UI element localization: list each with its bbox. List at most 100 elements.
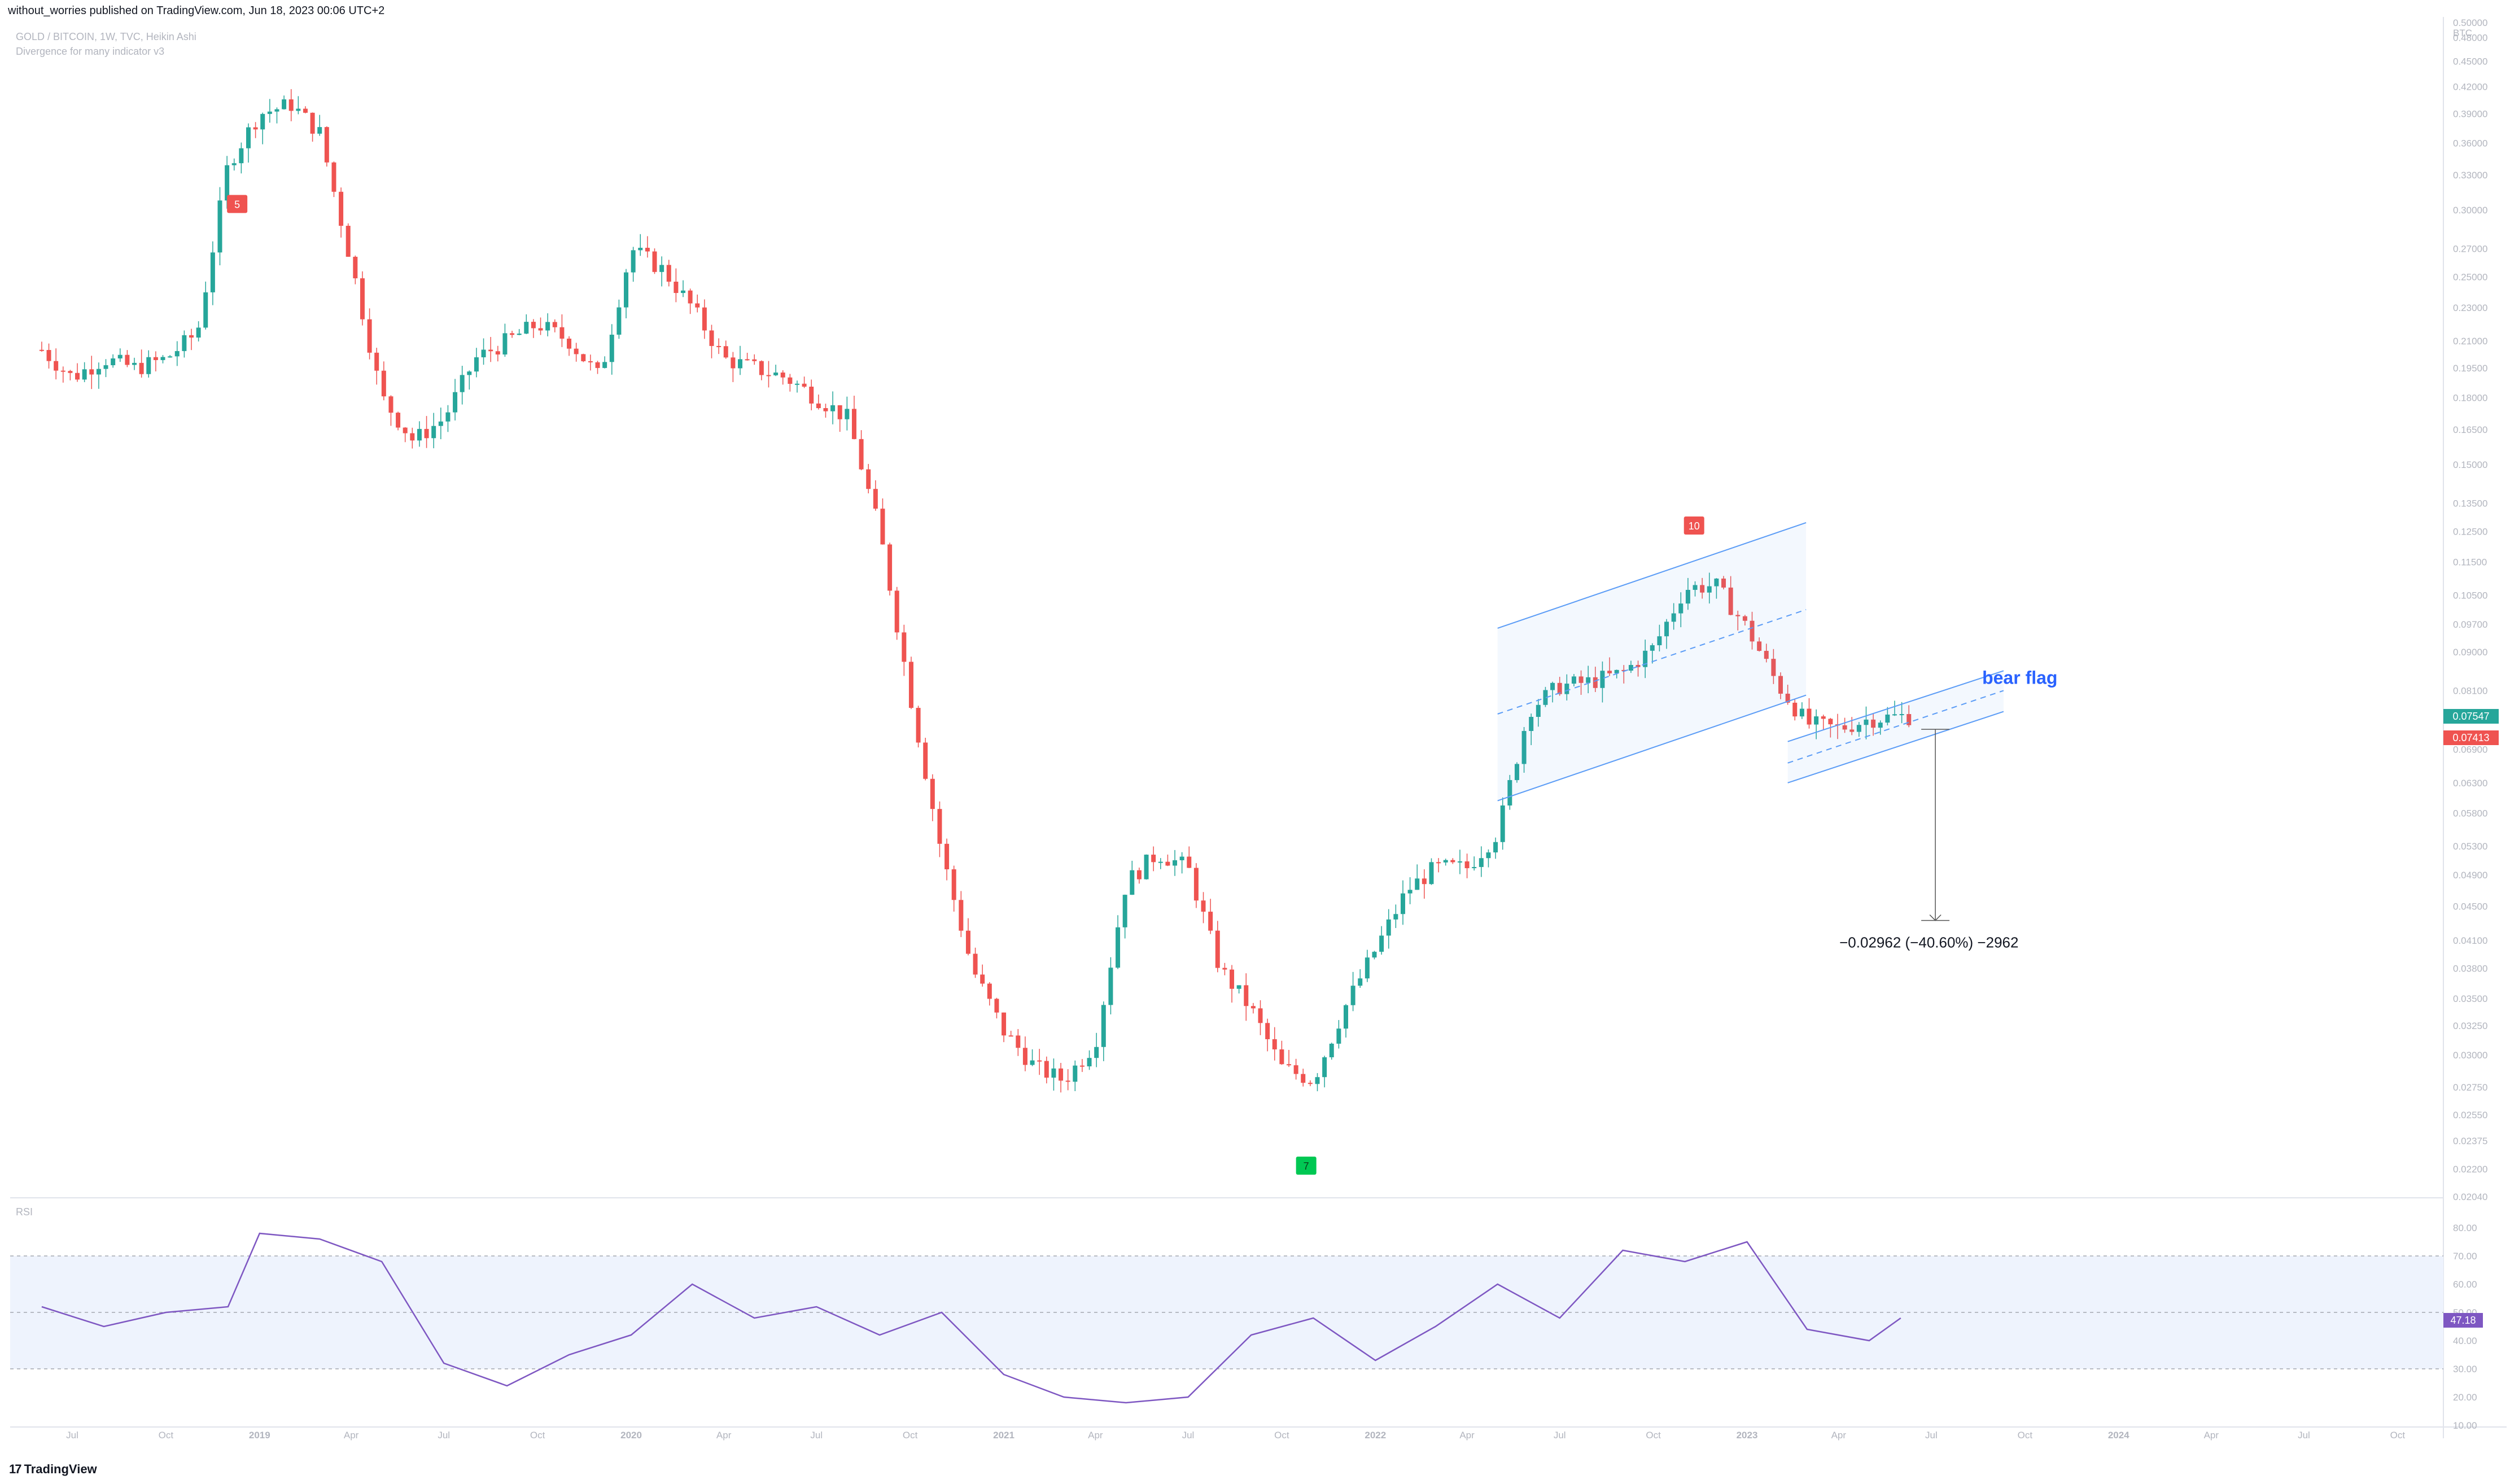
candle-body <box>1828 719 1833 725</box>
candle-body <box>54 361 59 371</box>
time-tick-label: Jul <box>1554 1430 1566 1441</box>
candle-body <box>117 354 123 358</box>
candle-body <box>980 974 985 984</box>
candle-body <box>1308 1083 1313 1084</box>
candle-body <box>82 369 87 380</box>
candle-body <box>759 361 764 375</box>
last-price-up-tag: 0.07547 <box>2443 709 2499 724</box>
candle-body <box>830 405 836 412</box>
candle-body <box>645 247 650 252</box>
candle-body <box>1750 620 1755 642</box>
price-tick-label: 0.33000 <box>2453 170 2487 181</box>
candle-body <box>574 348 579 354</box>
candle-body <box>381 370 386 397</box>
candle-body <box>688 290 693 304</box>
candle-body <box>1002 1012 1007 1036</box>
price-tick-label: 0.08100 <box>2453 685 2487 696</box>
candle-body <box>1116 927 1121 968</box>
candle-body <box>1059 1068 1064 1081</box>
candle-body <box>1885 714 1890 723</box>
price-tick-label: 0.03250 <box>2453 1021 2487 1031</box>
candle-body <box>1008 1035 1013 1037</box>
candle-body <box>1122 895 1127 927</box>
candle-body <box>1301 1074 1306 1083</box>
candle-body <box>189 335 194 338</box>
candle-body <box>880 509 885 545</box>
candle-body <box>1593 677 1598 688</box>
candle-body <box>388 396 393 413</box>
candle-body <box>424 428 429 439</box>
price-tick-label: 0.19500 <box>2453 363 2487 374</box>
candle-body <box>609 334 614 362</box>
candle-body <box>595 362 600 368</box>
candle-body <box>902 632 907 662</box>
candle-body <box>1393 914 1398 920</box>
candle-body <box>631 250 636 273</box>
candle-body <box>1030 1060 1035 1065</box>
candle-body <box>1358 978 1363 986</box>
time-tick-label: Oct <box>2390 1430 2406 1441</box>
candle-body <box>659 265 664 272</box>
tradingview-logo[interactable]: 17 TradingView <box>9 1462 97 1477</box>
candle-body <box>217 200 222 253</box>
price-tick-label: 0.03800 <box>2453 964 2487 974</box>
candle-body <box>339 191 344 226</box>
rising-channel-upper <box>1497 522 1807 629</box>
candle-body <box>1372 952 1377 958</box>
candle-body <box>1236 985 1241 989</box>
candle-body <box>1222 968 1227 970</box>
candle-body <box>1379 935 1384 952</box>
candle-body <box>809 386 814 404</box>
price-tick-label: 0.02040 <box>2453 1192 2487 1202</box>
candle-body <box>1871 719 1876 728</box>
rising-channel-lower <box>1497 694 1807 802</box>
candle-body <box>923 742 928 779</box>
candle-body <box>1521 730 1527 764</box>
candle-body <box>1685 589 1690 604</box>
candle-body <box>1735 615 1741 616</box>
candle-body <box>239 148 244 164</box>
candle-body <box>1165 861 1170 866</box>
candle-body <box>68 371 73 373</box>
candle-body <box>766 375 771 377</box>
bear-flag-mid <box>1787 690 2004 764</box>
candle-body <box>488 349 493 352</box>
bearish-signal-1-badge <box>227 195 248 213</box>
candle-body <box>1187 856 1192 868</box>
price-tick-label: 0.04500 <box>2453 901 2487 912</box>
candle-body <box>46 350 51 361</box>
price-tick-label: 0.02375 <box>2453 1136 2487 1146</box>
candle-body <box>396 413 401 428</box>
candle-body <box>1571 676 1576 684</box>
time-tick-label: 2020 <box>620 1430 642 1441</box>
candle-body <box>1179 856 1184 860</box>
candle-body <box>538 328 543 331</box>
candle-body <box>1486 852 1491 859</box>
candle-body <box>196 327 201 338</box>
time-tick-label: 2023 <box>1737 1430 1758 1441</box>
candle-body <box>1500 805 1505 842</box>
candle-body <box>1151 855 1156 863</box>
candle-body <box>260 113 265 130</box>
candle-body <box>738 359 742 369</box>
candle-body <box>1728 587 1733 615</box>
candle-body <box>1158 861 1163 863</box>
candle-body <box>39 349 44 351</box>
price-tick-label: 0.09000 <box>2453 647 2487 658</box>
candle-body <box>624 272 629 308</box>
candle-body <box>716 345 721 347</box>
price-tick-label: 0.09700 <box>2453 619 2487 630</box>
candle-body <box>1415 878 1420 890</box>
candle-body <box>1258 1008 1263 1023</box>
candle-body <box>139 362 144 374</box>
candle-body <box>1336 1028 1341 1044</box>
time-tick-label: 2022 <box>1365 1430 1386 1441</box>
candle-body <box>1244 985 1249 1006</box>
candle-body <box>1144 855 1149 879</box>
candle-body <box>103 365 108 369</box>
candle-body <box>1650 645 1655 651</box>
candle-body <box>616 307 622 335</box>
candle-body <box>545 322 550 331</box>
candle-body <box>1279 1049 1284 1065</box>
